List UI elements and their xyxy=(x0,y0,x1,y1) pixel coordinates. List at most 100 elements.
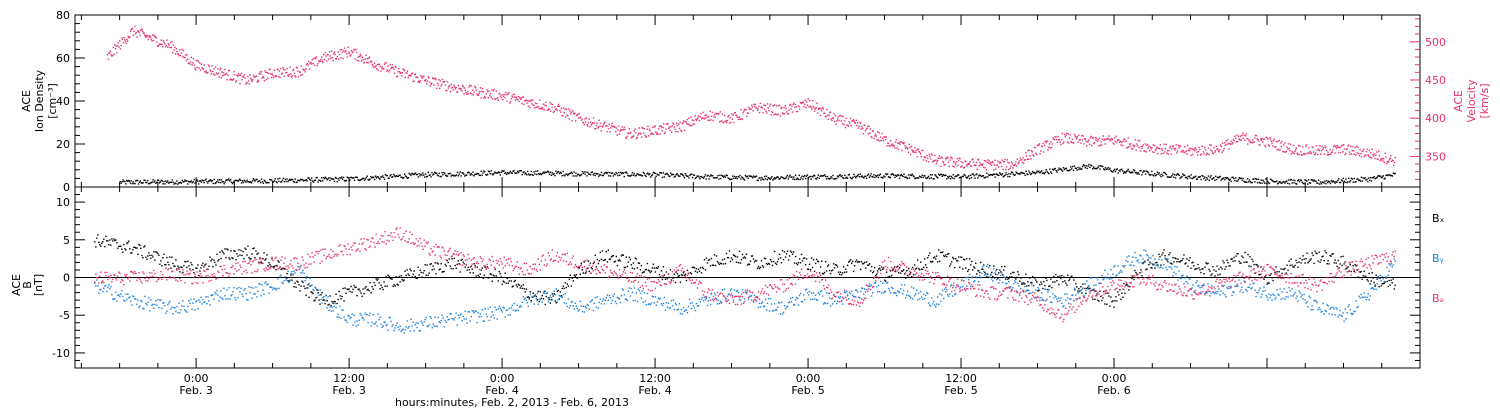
density-point xyxy=(1112,171,1114,173)
bx-point xyxy=(518,284,520,286)
bx-point xyxy=(1240,262,1242,264)
bx-point xyxy=(976,273,978,275)
velocity-point xyxy=(673,123,675,125)
velocity-point xyxy=(452,89,454,91)
velocity-point xyxy=(1237,141,1239,143)
density-point xyxy=(663,176,666,178)
velocity-point xyxy=(342,57,344,60)
velocity-point xyxy=(743,110,745,112)
velocity-point xyxy=(557,103,560,106)
velocity-point xyxy=(448,85,451,87)
bx-point xyxy=(887,276,890,278)
bx-point xyxy=(535,295,537,298)
bx-point xyxy=(94,241,96,243)
bx-point xyxy=(1257,265,1259,267)
by-point xyxy=(245,292,247,295)
density-point xyxy=(399,174,401,176)
bx-point xyxy=(203,266,205,268)
velocity-point xyxy=(695,119,698,121)
velocity-point xyxy=(1394,156,1396,159)
velocity-point xyxy=(658,125,661,128)
bx-point xyxy=(715,255,718,257)
velocity-point xyxy=(938,155,940,157)
density-point xyxy=(491,173,493,175)
bx-point xyxy=(873,266,876,269)
velocity-point xyxy=(1229,143,1232,145)
bx-point xyxy=(972,269,974,271)
bx-point xyxy=(1320,259,1322,261)
density-point xyxy=(260,178,263,180)
velocity-point xyxy=(612,125,615,128)
velocity-point xyxy=(1339,146,1341,149)
density-point xyxy=(1215,178,1218,181)
velocity-point xyxy=(1218,151,1220,153)
density-point xyxy=(507,172,510,175)
velocity-point xyxy=(951,157,953,160)
velocity-point xyxy=(1303,153,1306,156)
velocity-point xyxy=(1363,155,1366,157)
density-point xyxy=(1352,181,1354,183)
density-point xyxy=(353,179,356,181)
velocity-point xyxy=(822,108,825,110)
bx-point xyxy=(256,253,258,255)
velocity-point xyxy=(1005,168,1007,171)
velocity-point xyxy=(501,98,504,101)
velocity-point xyxy=(188,62,190,64)
density-point xyxy=(1061,170,1064,172)
velocity-point xyxy=(297,76,300,78)
density-point xyxy=(1177,173,1180,176)
velocity-point xyxy=(149,35,151,37)
velocity-point xyxy=(1023,162,1025,164)
velocity-point xyxy=(111,55,113,57)
bx-point xyxy=(679,281,682,283)
bx-point xyxy=(1286,264,1288,266)
by-point xyxy=(270,286,272,288)
velocity-point xyxy=(617,125,620,127)
density-point xyxy=(490,170,492,172)
density-point xyxy=(577,173,579,176)
density-point xyxy=(436,174,439,176)
velocity-point xyxy=(440,85,442,87)
velocity-point xyxy=(449,90,452,93)
density-point xyxy=(598,174,601,176)
velocity-point xyxy=(927,160,930,163)
velocity-point xyxy=(853,120,855,122)
density-point xyxy=(912,175,914,177)
bx-point xyxy=(110,244,112,246)
velocity-point xyxy=(1185,150,1187,152)
velocity-point xyxy=(1097,139,1099,141)
velocity-point xyxy=(489,92,492,95)
velocity-point xyxy=(242,76,245,78)
bx-point xyxy=(994,277,996,279)
velocity-point xyxy=(254,76,256,78)
velocity-point xyxy=(567,108,570,110)
velocity-point xyxy=(1261,137,1263,140)
density-point xyxy=(629,175,631,177)
density-point xyxy=(1150,173,1152,176)
bx-point xyxy=(763,257,766,259)
bx-point xyxy=(1108,295,1110,297)
velocity-point xyxy=(680,129,682,132)
bx-point xyxy=(364,287,366,289)
density-point xyxy=(999,172,1001,174)
bx-point xyxy=(661,278,664,281)
velocity-point xyxy=(879,136,882,138)
bx-point xyxy=(656,267,659,270)
velocity-point xyxy=(421,76,423,78)
bx-point xyxy=(588,270,591,273)
bx-point xyxy=(760,260,763,262)
by-point xyxy=(119,295,121,298)
density-point xyxy=(968,175,970,177)
bx-point xyxy=(511,286,513,288)
density-point xyxy=(1233,177,1235,180)
density-point xyxy=(1081,165,1084,168)
velocity-point xyxy=(310,63,313,65)
bx-point xyxy=(1275,266,1277,268)
velocity-point xyxy=(1382,160,1384,162)
density-point xyxy=(583,171,585,173)
bx-point xyxy=(1288,260,1290,262)
bx-point xyxy=(1151,267,1153,269)
velocity-point xyxy=(1123,138,1126,141)
velocity-point xyxy=(491,98,494,100)
velocity-point xyxy=(874,135,876,137)
